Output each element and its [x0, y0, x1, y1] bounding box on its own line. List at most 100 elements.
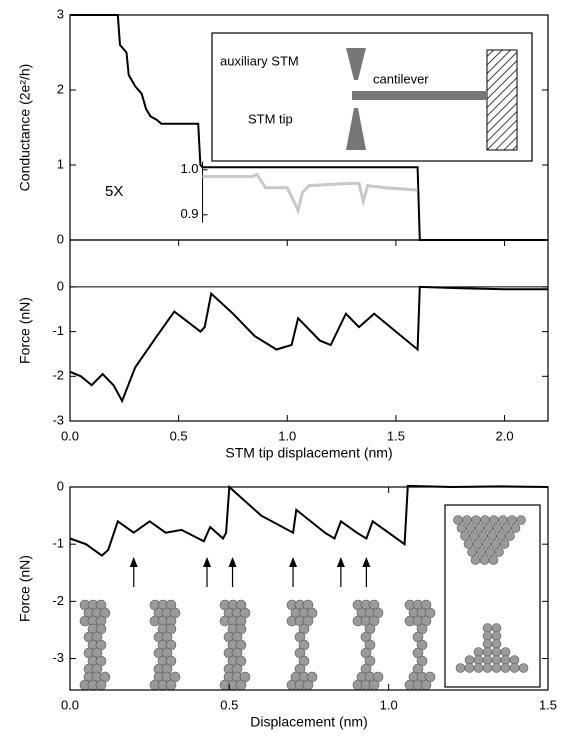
- x-tick-label: 1.5: [387, 428, 405, 443]
- arrow-head: [228, 557, 237, 567]
- x-tick-label: 1.5: [539, 697, 557, 712]
- atom: [474, 523, 485, 533]
- atom: [500, 655, 511, 665]
- atom: [491, 639, 502, 649]
- inset-label: STM tip: [248, 111, 293, 126]
- atom: [489, 515, 499, 525]
- arrow-head: [362, 557, 371, 567]
- x-axis-label: Displacement (nm): [250, 714, 367, 730]
- atom: [483, 523, 494, 533]
- atom: [476, 547, 486, 557]
- atom: [235, 679, 247, 691]
- atom: [488, 555, 499, 565]
- x-tick-label: 2.0: [496, 428, 514, 443]
- data-line: [69, 484, 549, 557]
- atom: [509, 655, 520, 665]
- atom-illustrations: [79, 515, 529, 691]
- atom: [509, 663, 520, 673]
- atom: [473, 655, 484, 665]
- y-tick-label: -1: [52, 536, 64, 551]
- y-axis-label: Force (nN): [17, 297, 33, 364]
- event-arrow: [129, 557, 138, 587]
- y-tick-label: 0: [57, 231, 64, 246]
- atom: [491, 655, 502, 665]
- atom: [482, 655, 493, 665]
- atom: [505, 531, 515, 541]
- y-tick-label: -3: [52, 650, 64, 665]
- atom: [494, 547, 504, 557]
- data-line: [70, 14, 548, 241]
- atom: [471, 515, 481, 525]
- y-tick-label: 3: [57, 6, 64, 21]
- auxiliary-tip-shape: [346, 48, 366, 80]
- arrow-head: [289, 557, 298, 567]
- y-tick-label: -1: [52, 323, 64, 338]
- atom: [473, 663, 484, 673]
- stm-tip-shape: [346, 108, 366, 150]
- atom: [455, 663, 466, 673]
- atom: [465, 523, 476, 533]
- arrow-head: [203, 557, 212, 567]
- atom: [518, 663, 529, 673]
- magnification-label: 5X: [105, 183, 123, 200]
- y2-tick-label: 0.9: [180, 206, 198, 221]
- atom: [499, 539, 510, 549]
- atom: [498, 515, 508, 525]
- y-tick-label: 2: [57, 81, 64, 96]
- atom: [462, 515, 472, 525]
- atom: [482, 639, 493, 649]
- atom: [368, 679, 380, 691]
- atom: [482, 647, 493, 657]
- atom: [485, 547, 495, 557]
- atom: [491, 663, 502, 673]
- x-tick-label: 0.5: [220, 697, 238, 712]
- atom: [464, 655, 475, 665]
- atom: [470, 555, 481, 565]
- atom: [479, 555, 490, 565]
- atom: [500, 647, 511, 657]
- x-tick-label: 0.0: [61, 428, 79, 443]
- atom: [420, 679, 432, 691]
- y-tick-label: -2: [52, 593, 64, 608]
- x-tick-label: 0.5: [170, 428, 188, 443]
- atom: [463, 539, 474, 549]
- atom: [500, 663, 511, 673]
- atom: [464, 663, 475, 673]
- inset-label: auxiliary STM: [220, 53, 299, 68]
- atom: [510, 523, 521, 533]
- y-tick-label: 0: [57, 478, 64, 493]
- y-axis-label: Force (nN): [17, 555, 33, 622]
- atom: [492, 523, 503, 533]
- atom: [490, 539, 501, 549]
- y-tick-label: -3: [52, 412, 64, 427]
- setup-inset: auxiliary STM cantilever STM tip: [211, 32, 533, 162]
- y2-tick-label: 1.0: [180, 161, 198, 176]
- atom: [482, 663, 493, 673]
- inset-label: cantilever: [373, 71, 429, 86]
- atom: [507, 515, 517, 525]
- atom: [478, 531, 488, 541]
- x-tick-label: 0.0: [61, 697, 79, 712]
- y-tick-label: 0: [57, 278, 64, 293]
- atom: [472, 539, 483, 549]
- atom: [467, 547, 477, 557]
- y-axis-label: Conductance (2e²/h): [17, 64, 33, 192]
- atom: [481, 539, 492, 549]
- atom: [302, 679, 314, 691]
- event-arrow: [203, 557, 212, 587]
- atom: [482, 631, 493, 641]
- plot-frame: [69, 239, 549, 422]
- atom: [480, 515, 490, 525]
- event-arrow: [362, 557, 371, 587]
- x-tick-label: 1.0: [278, 428, 296, 443]
- atom: [453, 515, 463, 525]
- wall-shape: [486, 49, 518, 151]
- cantilever-shape: [352, 91, 486, 100]
- atom: [95, 679, 107, 691]
- atom: [491, 623, 502, 633]
- atom: [501, 523, 512, 533]
- atom: [496, 531, 506, 541]
- atom: [491, 631, 502, 641]
- x-tick-label: 1.0: [380, 697, 398, 712]
